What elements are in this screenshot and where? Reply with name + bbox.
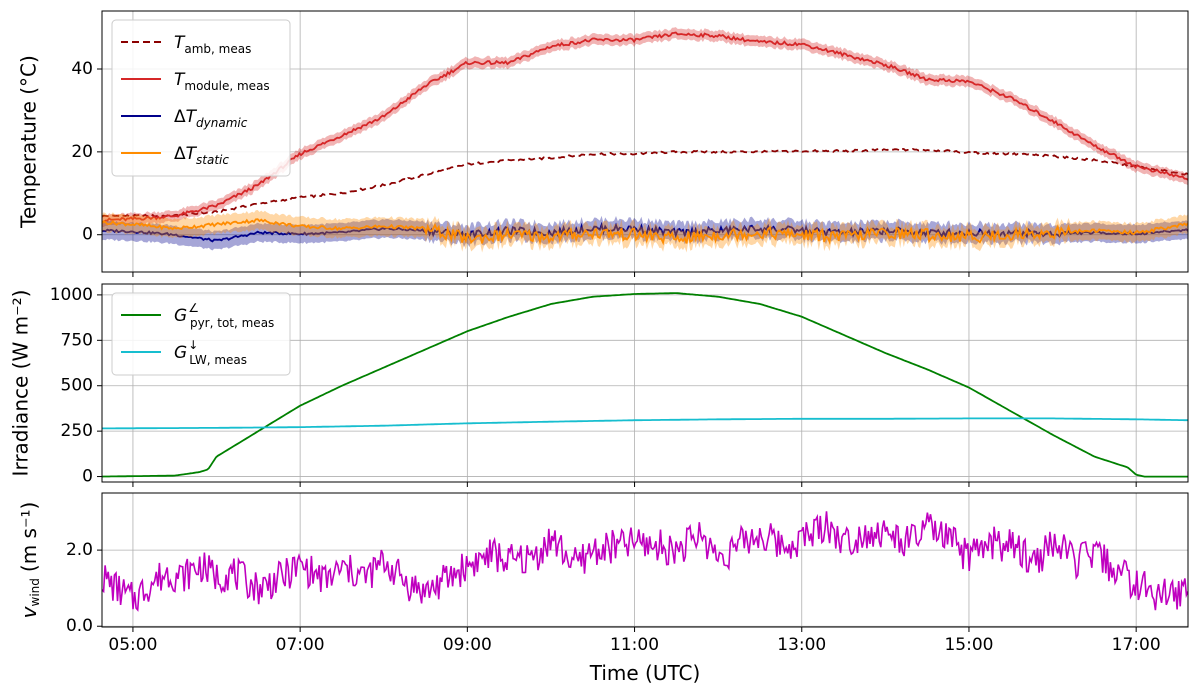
temperature-ytick-label-0: 0 [82,225,93,245]
xtick-label-5: 15:00 [944,635,993,655]
wind-x-ticks: 05:00 07:00 09:00 11:00 13:00 15:00 17:00 [108,627,1161,655]
wind-ytick-label-1: 2.0 [66,540,93,560]
temperature-band-1 [102,27,1188,228]
irradiance-panel: 0 250 500 750 1000 Irradiance (W m⁻²) G∠ pyr,… [9,283,1189,487]
irradiance-x-ticks [132,482,1137,487]
irradiance-plot-area [102,292,1188,478]
temperature-panel: 0 20 40 Temperature (°C) Tamb, meas Tmodule… [17,10,1189,277]
irradiance-ytick-label-1: 250 [61,421,93,441]
xtick-label-1: 07:00 [276,635,325,655]
irradiance-y-axis-label: Irradiance (W m⁻²) [9,290,33,477]
irradiance-ytick-label-3: 750 [61,330,93,350]
temperature-legend-label-3: ΔTstatic [174,144,229,167]
temperature-legend-label-2: ΔTdynamic [174,107,248,130]
temperature-series-0 [102,147,1188,219]
temperature-ytick-label-1: 20 [71,142,93,162]
temperature-legend-label-0: Tamb, meas [174,33,251,56]
temperature-series-3 [102,218,1188,246]
wind-grid [102,493,1188,627]
wind-y-ticks: 0.0 2.0 [66,540,102,636]
temperature-plot-area [102,27,1188,253]
temperature-y-ticks: 0 20 40 [71,59,102,245]
xtick-label-4: 13:00 [777,635,826,655]
temperature-legend-box [111,19,291,177]
wind-panel: 0.0 2.0 05:00 07:00 09:00 11:00 13:00 15:00 17:… [17,492,1189,685]
irradiance-legend-label-0: G∠ pyr, tot, meas [174,301,274,330]
wind-y-label-sub: wind [28,578,42,606]
xtick-label-2: 09:00 [443,635,492,655]
temperature-x-ticks [132,272,1137,277]
temperature-legend-label-1: Tmodule, meas [174,70,270,93]
xtick-label-0: 05:00 [108,635,157,655]
irradiance-y-ticks: 0 250 500 750 1000 [50,285,102,487]
irradiance-legend-label-1: G↓ LW, meas [174,338,247,367]
irradiance-legend-box [111,292,291,376]
wind-plot-area [102,511,1188,612]
wind-ytick-label-0: 0.0 [66,616,93,636]
wind-y-axis-label: vwind (m s⁻¹) [17,502,42,619]
irradiance-ytick-label-4: 1000 [50,285,93,305]
temperature-y-axis-label: Temperature (°C) [17,55,41,229]
irradiance-ytick-label-0: 0 [82,467,93,487]
temperature-legend: Tamb, meas Tmodule, meas ΔTdynamic ΔTstatic [111,19,291,177]
irradiance-legend: G∠ pyr, tot, meas G↓ LW, meas [111,292,291,376]
wind-series-0 [102,511,1188,612]
temperature-ytick-label-2: 40 [71,59,93,79]
wind-axes-frame [101,492,1189,628]
irradiance-ytick-label-2: 500 [61,376,93,396]
irradiance-series-1 [102,417,1188,430]
xtick-label-6: 17:00 [1112,635,1161,655]
irradiance-series-0 [102,292,1188,478]
irradiance-axes-frame [101,283,1189,483]
wind-y-label-main: v [17,605,41,618]
x-axis-label: Time (UTC) [589,661,701,685]
temperature-axes-frame [101,10,1189,273]
wind-y-label-rest: (m s⁻¹) [17,502,41,572]
xtick-label-3: 11:00 [610,635,659,655]
